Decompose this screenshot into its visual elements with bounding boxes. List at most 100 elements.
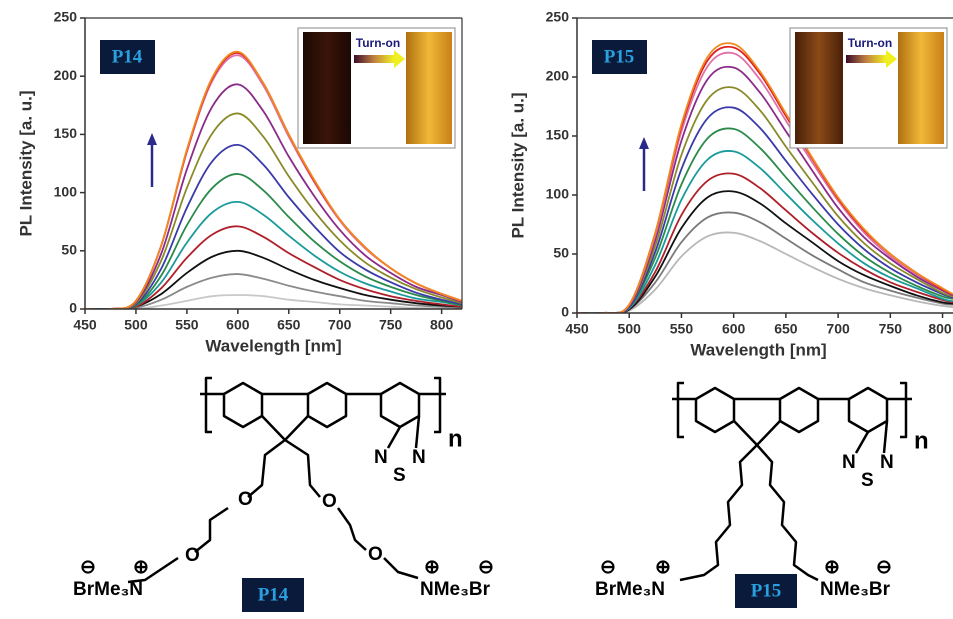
spectrum-line <box>85 50 462 309</box>
y-tick-label: 250 <box>546 9 570 25</box>
y-tick-label: 200 <box>54 67 78 83</box>
vial-on <box>898 32 944 144</box>
x-tick-label: 800 <box>430 317 454 333</box>
end-group: NMe₃Br <box>820 579 891 600</box>
label-box <box>735 574 797 608</box>
x-tick-label: 650 <box>774 321 798 337</box>
charge: ⊖ <box>600 557 616 578</box>
x-tick-label: 700 <box>328 317 352 333</box>
panel-label-box <box>100 40 155 74</box>
oxygen: O <box>322 491 337 512</box>
x-tick-label: 500 <box>124 317 148 333</box>
charge: ⊕ <box>133 557 149 578</box>
spectrum-line <box>577 231 953 313</box>
x-tick-label: 550 <box>670 321 694 337</box>
x-tick-label: 500 <box>618 321 642 337</box>
y-tick-label: 150 <box>546 127 570 143</box>
oxygen: O <box>238 489 253 510</box>
spectrum-line <box>85 112 462 309</box>
charge: ⊖ <box>80 557 96 578</box>
spectrum-line <box>85 201 462 309</box>
panel-label-box <box>592 40 647 74</box>
x-tick-label: 650 <box>277 317 301 333</box>
y-axis-label: PL Intensity [a. u.] <box>16 90 35 236</box>
repeat-index: n <box>448 425 463 452</box>
sulfur: S <box>861 470 874 491</box>
x-tick-label: 450 <box>73 317 97 333</box>
spectrum-line <box>85 249 462 309</box>
inset-text: Turn-on <box>848 36 892 50</box>
inset-text: Turn-on <box>356 36 400 50</box>
charge: ⊕ <box>824 557 840 578</box>
spectrum-line <box>577 42 953 313</box>
y-tick-label: 100 <box>546 186 570 202</box>
y-tick-label: 0 <box>561 304 569 320</box>
end-group: BrMe₃N <box>73 579 143 600</box>
oxygen: O <box>368 544 383 565</box>
spectrum-line <box>85 225 462 309</box>
spectrum-line <box>85 273 462 309</box>
y-tick-label: 250 <box>54 9 78 25</box>
y-tick-label: 0 <box>69 300 77 316</box>
x-tick-label: 700 <box>826 321 850 337</box>
y-axis-label: PL Intensity [a. u.] <box>508 92 527 238</box>
turn-on-arrow-head <box>886 50 897 68</box>
y-tick-label: 50 <box>553 245 569 261</box>
turn-on-arrow <box>354 55 394 63</box>
vial-on <box>406 32 452 144</box>
x-tick-label: 750 <box>379 317 403 333</box>
spectrum-line <box>577 211 953 313</box>
spectrum-line <box>85 294 462 309</box>
repeat-index: n <box>914 427 929 454</box>
nitrogen: N <box>412 447 426 468</box>
x-axis-label: Wavelength [nm] <box>690 340 826 359</box>
spectrum-line <box>577 150 953 313</box>
panel-label: P14 <box>112 46 143 67</box>
nitrogen: N <box>880 452 894 473</box>
structure-label: P15 <box>751 580 782 601</box>
y-tick-label: 150 <box>54 125 78 141</box>
y-tick-label: 100 <box>54 183 78 199</box>
turn-on-arrow <box>846 55 886 63</box>
charge: ⊖ <box>478 557 494 578</box>
x-tick-label: 800 <box>928 321 952 337</box>
x-tick-label: 450 <box>565 321 589 337</box>
charge: ⊖ <box>876 557 892 578</box>
line-chart: 0 50 100 150 200 250 450 500 550 600 650 700 750 800 W… <box>16 9 463 355</box>
x-axis-label: Wavelength [nm] <box>205 336 341 355</box>
structure-label: P14 <box>258 584 289 605</box>
charge: ⊕ <box>424 557 440 578</box>
nitrogen: N <box>842 452 856 473</box>
sulfur: S <box>393 465 406 486</box>
y-tick-label: 200 <box>546 68 570 84</box>
nitrogen: N <box>374 447 388 468</box>
spectrum-line <box>577 86 953 313</box>
end-group: NMe₃Br <box>420 579 491 600</box>
label-box <box>242 578 304 612</box>
turn-on-arrow-head <box>394 50 405 68</box>
x-tick-label: 600 <box>722 321 746 337</box>
spectrum-line <box>577 127 953 313</box>
x-tick-label: 600 <box>226 317 250 333</box>
spectrum-line <box>577 106 953 313</box>
line-chart: 0 50 100 150 200 250 450 500 550 600 650 700 750 800 W… <box>508 9 953 359</box>
vial-off <box>303 32 351 144</box>
spectrum-line <box>577 172 953 313</box>
structure-p14: O O O O N N S n BrMe₃N ⊖ ⊕ NMe₃Br ⊕ ⊖ P1… <box>73 376 494 612</box>
x-tick-label: 750 <box>879 321 903 337</box>
end-group: BrMe₃N <box>595 579 665 600</box>
y-tick-label: 50 <box>61 242 77 258</box>
panel-label: P15 <box>604 46 635 67</box>
spectrum-line <box>577 190 953 313</box>
vial-off <box>795 32 843 144</box>
x-tick-label: 550 <box>175 317 199 333</box>
charge: ⊕ <box>655 557 671 578</box>
spectrum-line <box>85 83 462 309</box>
arrow-head <box>639 137 649 149</box>
structure-p15: N N S n BrMe₃N ⊖ ⊕ NMe₃Br ⊕ ⊖ P15 <box>595 381 929 608</box>
arrow-head <box>147 133 157 145</box>
spectrum-line <box>85 143 462 309</box>
spectrum-line <box>577 65 953 313</box>
spectrum-line <box>85 173 462 309</box>
